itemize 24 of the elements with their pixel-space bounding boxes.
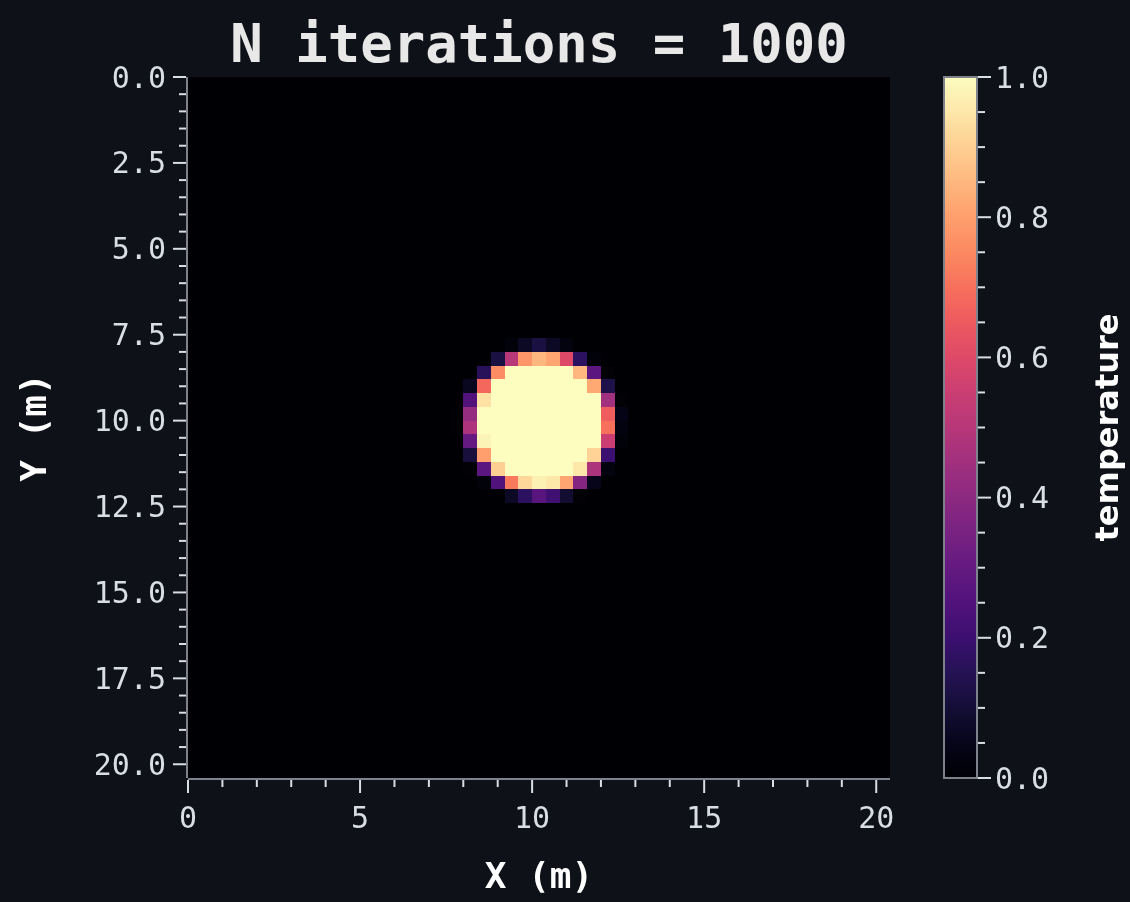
chart-title: N iterations = 1000 [230, 12, 848, 75]
color-bar-label: 0.2 [995, 620, 1050, 656]
x-tick-label: 0 [178, 800, 198, 835]
y-tick-label: 15.0 [93, 574, 166, 610]
color-bar-label: 0.6 [995, 339, 1050, 375]
y-tick-label: 5.0 [111, 231, 166, 267]
color-bar-label: 0.8 [995, 199, 1050, 235]
x-tick-label: 5 [351, 800, 370, 835]
y-tick-label: 2.5 [111, 145, 166, 181]
y-tick-label: 7.5 [111, 317, 166, 353]
x-tick-label: 10 [514, 800, 551, 835]
color-bar-label: 0.4 [995, 480, 1050, 516]
y-tick-label: 0.0 [111, 59, 166, 95]
y-tick-label: 17.5 [93, 660, 166, 696]
x-tick-label: 15 [686, 800, 723, 835]
x-axis-title: X (m) [484, 855, 594, 896]
y-tick-label: 12.5 [93, 489, 166, 525]
y-tick-label: 20.0 [93, 746, 166, 782]
color-bar-label: 1.0 [995, 59, 1050, 95]
y-tick-label: 10.0 [93, 403, 166, 439]
color-bar-label: 0.0 [995, 760, 1050, 796]
y-axis-title: Y (m) [13, 373, 54, 482]
color-bar-title: temperature [1088, 313, 1126, 542]
x-tick-label: 20 [858, 800, 895, 835]
